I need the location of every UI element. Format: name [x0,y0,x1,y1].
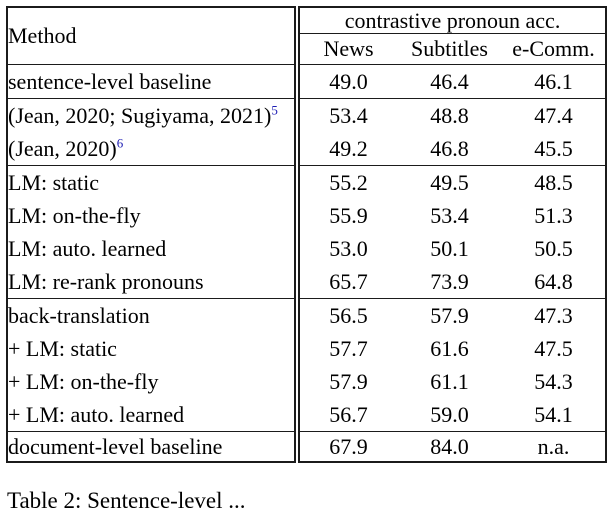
footnote-ref-link[interactable]: 5 [271,102,278,118]
value-cell: 55.2 [294,165,397,199]
column-header-row: News Subtitles e-Comm. [7,33,607,65]
footnote-ref-link[interactable]: 6 [116,135,124,151]
value-cell: 47.5 [534,335,573,361]
value-cell: 47.3 [502,298,607,332]
value-cell: 46.4 [397,64,502,99]
method-cell: LM: auto. learned [8,235,167,261]
table-section-1: (Jean, 2020; Sugiyama, 2021)5 53.4 48.8 47.… [7,98,607,166]
results-table: Method contrastive pronoun acc. News Sub… [6,6,608,463]
value-cell: 57.7 [294,332,397,365]
table-section-4: document-level baseline 67.9 84.0 n.a. [7,431,607,462]
value-cell: 53.4 [294,98,397,132]
method-cell: + LM: static [8,335,117,361]
value-cell: 49.5 [397,165,502,199]
value-cell: 56.7 [294,398,397,432]
table-caption: Table 2: Sentence-level ... [7,488,246,513]
value-cell: 48.8 [397,98,502,132]
method-cell: LM: on-the-fly [8,202,141,228]
table-row: document-level baseline 67.9 84.0 n.a. [7,431,607,462]
value-cell: 53.0 [294,232,397,265]
value-cell: 57.9 [294,365,397,398]
method-cell: (Jean, 2020; Sugiyama, 2021)5 [7,98,297,132]
table-row: + LM: static 57.7 61.6 47.5 [7,332,606,365]
method-column-header: Method [7,7,297,65]
value-cell: 46.8 [430,135,469,161]
value-cell: 65.7 [294,265,397,299]
value-cell: 56.5 [294,298,397,332]
value-cell: 57.9 [397,298,502,332]
method-cell: + LM: on-the-fly [8,368,159,394]
table-row: LM: on-the-fly 55.9 53.4 51.3 [7,199,606,232]
value-cell: 48.5 [502,165,607,199]
value-cell: 45.5 [534,135,573,161]
value-cell: 50.5 [534,235,573,261]
column-header-news: News [294,33,397,65]
value-cell: 46.1 [502,64,607,99]
value-cell: 73.9 [430,268,469,294]
value-cell: 50.1 [430,235,469,261]
group-header-row: Method contrastive pronoun acc. [7,7,607,65]
table-row: (Jean, 2020)6 49.2 46.8 45.5 [7,132,606,166]
method-cell: + LM: auto. learned [8,401,185,427]
value-cell: 59.0 [430,401,469,427]
method-cell: (Jean, 2020)6 [8,135,124,161]
method-cell: LM: static [7,165,297,199]
table-row: LM: static 55.2 49.5 48.5 [7,165,607,199]
table-row: back-translation 56.5 57.9 47.3 [7,298,607,332]
value-cell: 61.1 [430,368,469,394]
column-header-subtitles: Subtitles [397,33,502,65]
table-row: LM: auto. learned 53.0 50.1 50.5 [7,232,606,265]
value-cell: 49.2 [294,132,397,166]
value-cell: 51.3 [534,202,573,228]
table-section-0: sentence-level baseline 49.0 46.4 46.1 [7,64,607,99]
table-row: sentence-level baseline 49.0 46.4 46.1 [7,64,607,99]
value-cell: 54.3 [534,368,573,394]
column-header-ecomm: e-Comm. [502,33,607,65]
value-cell: 84.0 [397,431,502,462]
method-cell: document-level baseline [7,431,297,462]
method-cell: sentence-level baseline [7,64,297,99]
value-cell: 49.0 [294,64,397,99]
table-row: (Jean, 2020; Sugiyama, 2021)5 53.4 48.8 47.… [7,98,607,132]
value-cell: 64.8 [534,268,573,294]
table-section-2: LM: static 55.2 49.5 48.5 LM: on-the-fly 55.9… [7,165,607,299]
table-header: Method contrastive pronoun acc. News Sub… [7,7,607,65]
value-cell: 67.9 [294,431,397,462]
table-section-3: back-translation 56.5 57.9 47.3 + LM: static… [7,298,607,432]
table-row: + LM: on-the-fly 57.9 61.1 54.3 [7,365,606,398]
method-cell: back-translation [7,298,297,332]
value-cell: 54.1 [534,401,573,427]
table-row: LM: re-rank pronouns 65.7 73.9 64.8 [7,265,606,299]
table-row: + LM: auto. learned 56.7 59.0 54.1 [7,398,606,432]
value-cell: 53.4 [430,202,469,228]
value-cell: 61.6 [430,335,469,361]
group-header: contrastive pronoun acc. [293,7,607,34]
value-cell: 47.4 [502,98,607,132]
value-cell: n.a. [502,431,607,462]
value-cell: 55.9 [294,199,397,232]
method-cell: LM: re-rank pronouns [8,268,204,294]
